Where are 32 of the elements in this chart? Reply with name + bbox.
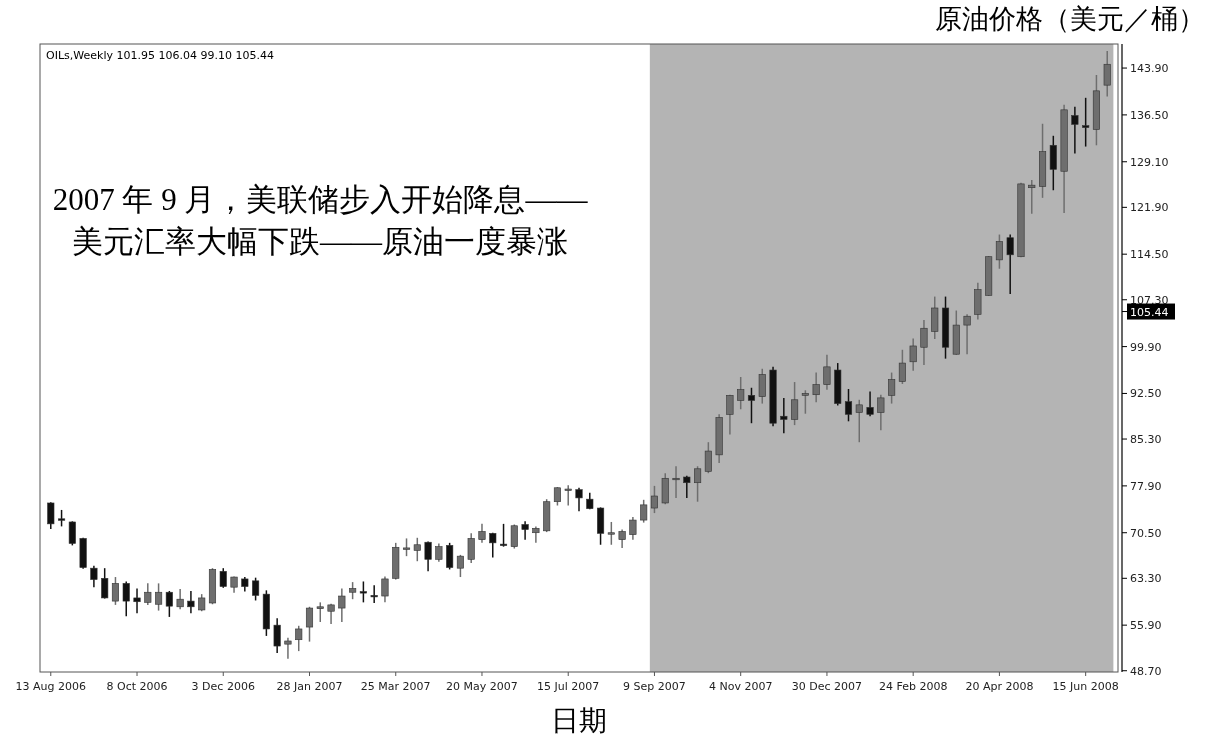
y-tick-label: 55.90 [1130,619,1162,633]
y-tick-label: 85.30 [1130,433,1162,447]
y-tick-label: 99.90 [1130,340,1162,354]
y-tick-label: 121.90 [1130,201,1169,215]
y-tick-label: 70.50 [1130,526,1162,540]
x-tick-label: 28 Jan 2007 [276,680,343,693]
annotation: OILs,Weekly 101.95 106.04 99.10 105.44 [46,49,274,62]
x-tick-label: 13 Aug 2006 [15,680,87,693]
y-tick-label: 107.30 [1130,293,1169,307]
x-tick-label: 9 Sep 2007 [623,680,686,693]
x-tick-label: 15 Jun 2008 [1052,680,1119,693]
annotation: 2007 年 9 月，美联储步入开始降息—— 美元汇率大幅下跌——原油一度暴涨 [52,182,589,259]
y-tick-label: 77.90 [1130,479,1162,493]
x-axis-title: 日期 [551,705,607,736]
x-tick-label: 24 Feb 2008 [878,680,948,693]
y-tick-label: 114.50 [1130,248,1169,262]
y-axis-title: 原油价格（美元／桶） [935,4,1205,34]
y-tick-label: 48.70 [1130,664,1162,678]
text: 105.44 [1130,305,1169,319]
x-tick-label: 25 Mar 2007 [360,680,431,693]
x-tick-label: 20 Apr 2008 [965,680,1034,693]
y-tick-label: 129.10 [1130,155,1169,169]
y-tick-label: 63.30 [1130,572,1162,586]
x-tick-label: 15 Jul 2007 [537,680,600,693]
x-tick-label: 3 Dec 2006 [191,680,255,693]
y-tick-label: 143.90 [1130,62,1169,76]
y-tick-label: 136.50 [1130,108,1169,122]
x-tick-label: 4 Nov 2007 [708,680,773,693]
x-tick-label: 30 Dec 2007 [791,680,863,693]
y-tick-label: 92.50 [1130,387,1162,401]
x-tick-label: 20 May 2007 [446,680,518,693]
x-tick-label: 8 Oct 2006 [106,680,168,693]
